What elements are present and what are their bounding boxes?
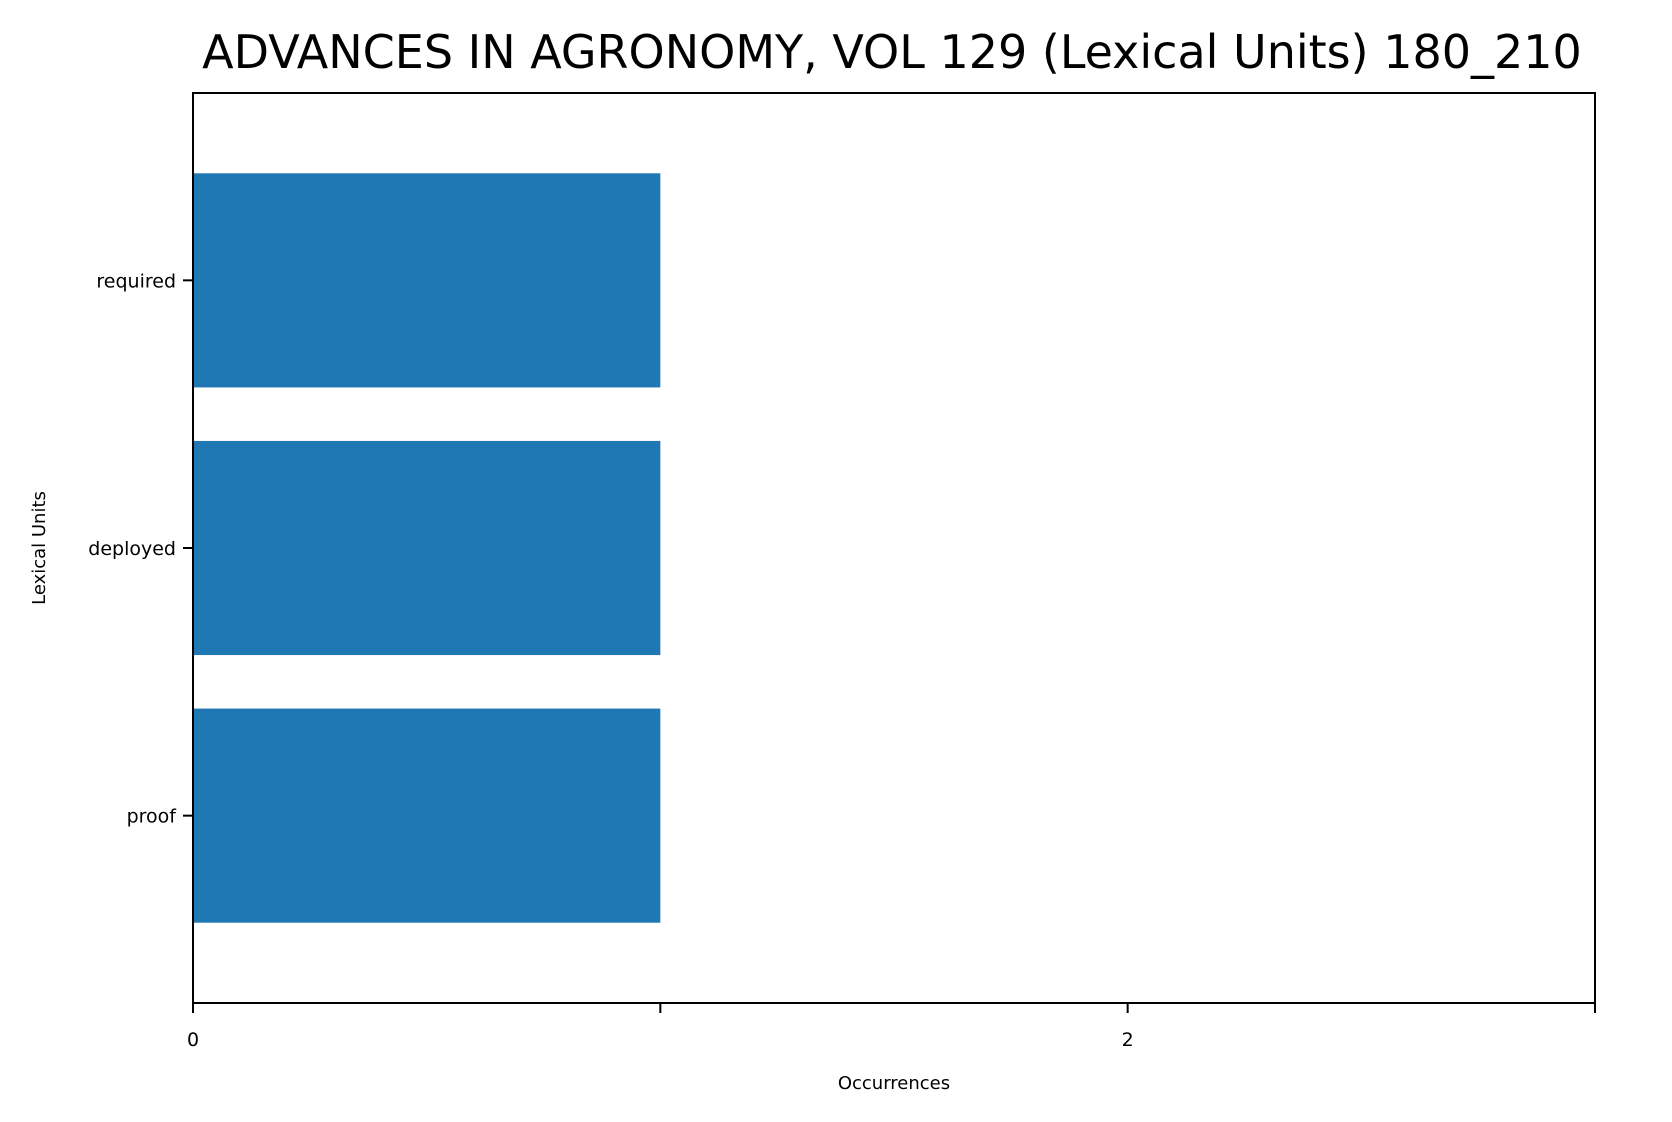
y-tick-label-deployed: deployed [88, 538, 176, 560]
x-tick-label-0: 0 [187, 1029, 199, 1051]
y-tick-label-required: required [96, 270, 176, 292]
y-axis-ticks: required deployed proof [88, 270, 193, 828]
bar-proof [193, 708, 661, 923]
y-tick-label-proof: proof [127, 806, 178, 828]
plot-frame [192, 92, 1596, 1004]
y-axis-label: Lexical Units [29, 491, 50, 605]
bar-deployed [193, 440, 661, 656]
x-tick-label-2: 2 [1122, 1029, 1134, 1051]
bars-group [193, 173, 661, 923]
x-axis-label: Occurrences [838, 1073, 950, 1094]
chart-title: ADVANCES IN AGRONOMY, VOL 129 (Lexical U… [202, 25, 1582, 79]
bar-required [193, 173, 661, 388]
